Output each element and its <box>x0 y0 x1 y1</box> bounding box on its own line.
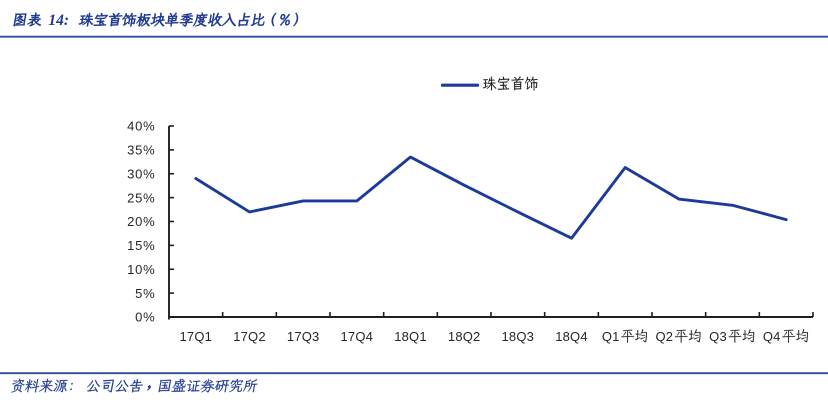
svg-text:14:: 14: <box>48 12 69 29</box>
svg-text:25%: 25% <box>127 190 155 205</box>
svg-text:17Q4: 17Q4 <box>340 329 373 344</box>
svg-text:15%: 15% <box>127 238 155 253</box>
svg-text:Q3: Q3 <box>709 329 727 344</box>
svg-text:18Q3: 18Q3 <box>501 329 534 344</box>
svg-text:Q2: Q2 <box>655 329 673 344</box>
svg-text:18Q2: 18Q2 <box>448 329 481 344</box>
svg-text:40%: 40% <box>127 119 155 134</box>
svg-text:17Q1: 17Q1 <box>179 329 212 344</box>
svg-text:5%: 5% <box>135 286 155 301</box>
svg-text:18Q1: 18Q1 <box>394 329 427 344</box>
svg-text:18Q4: 18Q4 <box>555 329 588 344</box>
svg-text:20%: 20% <box>127 214 155 229</box>
svg-text:0%: 0% <box>135 310 155 325</box>
svg-text:35%: 35% <box>127 143 155 158</box>
svg-text:Q4: Q4 <box>763 329 781 344</box>
svg-text:10%: 10% <box>127 262 155 277</box>
svg-text:17Q2: 17Q2 <box>233 329 266 344</box>
svg-text:Q1: Q1 <box>602 329 620 344</box>
svg-text:30%: 30% <box>127 166 155 181</box>
svg-text:17Q3: 17Q3 <box>287 329 320 344</box>
